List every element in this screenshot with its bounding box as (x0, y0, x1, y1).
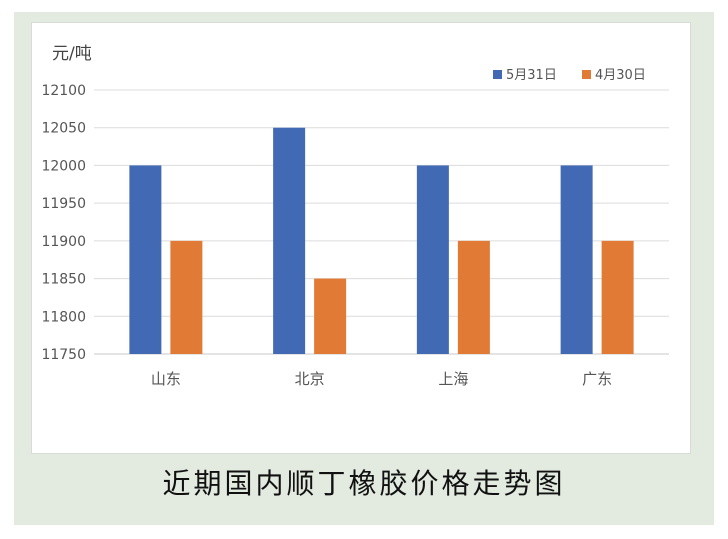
y-tick-label: 12100 (41, 83, 86, 99)
bar-series1 (560, 165, 593, 354)
x-axis-ticks: 山东 北京 上海 广东 (151, 370, 612, 388)
y-unit-label: 元/吨 (52, 44, 92, 64)
legend: 5月31日 4月30日 (493, 68, 646, 83)
bars (129, 127, 634, 354)
figure-caption: 近期国内顺丁橡胶价格走势图 (162, 467, 566, 500)
bar-series1 (416, 165, 449, 354)
y-tick-label: 12050 (41, 121, 86, 137)
bar-series1 (273, 127, 306, 354)
x-tick-label: 山东 (151, 370, 181, 388)
x-tick-label: 广东 (582, 370, 612, 388)
legend-swatch (493, 70, 502, 79)
bar-series1 (129, 165, 162, 354)
y-tick-label: 11850 (41, 272, 86, 288)
y-tick-label: 12000 (41, 158, 86, 174)
y-axis-ticks: 11750 11800 11850 11900 11950 12000 12050 12100 (41, 83, 86, 363)
bar-series2 (457, 240, 490, 354)
legend-label: 5月31日 (506, 68, 557, 83)
x-tick-label: 上海 (438, 370, 468, 388)
y-tick-label: 11900 (41, 234, 86, 250)
legend-swatch (582, 70, 591, 79)
y-tick-label: 11750 (41, 347, 86, 363)
x-tick-label: 北京 (295, 370, 325, 388)
y-tick-label: 11950 (41, 196, 86, 212)
bar-series2 (601, 240, 634, 354)
y-tick-label: 11800 (41, 309, 86, 325)
bar-series2 (314, 278, 347, 354)
legend-label: 4月30日 (595, 68, 646, 83)
bar-series2 (170, 240, 203, 354)
